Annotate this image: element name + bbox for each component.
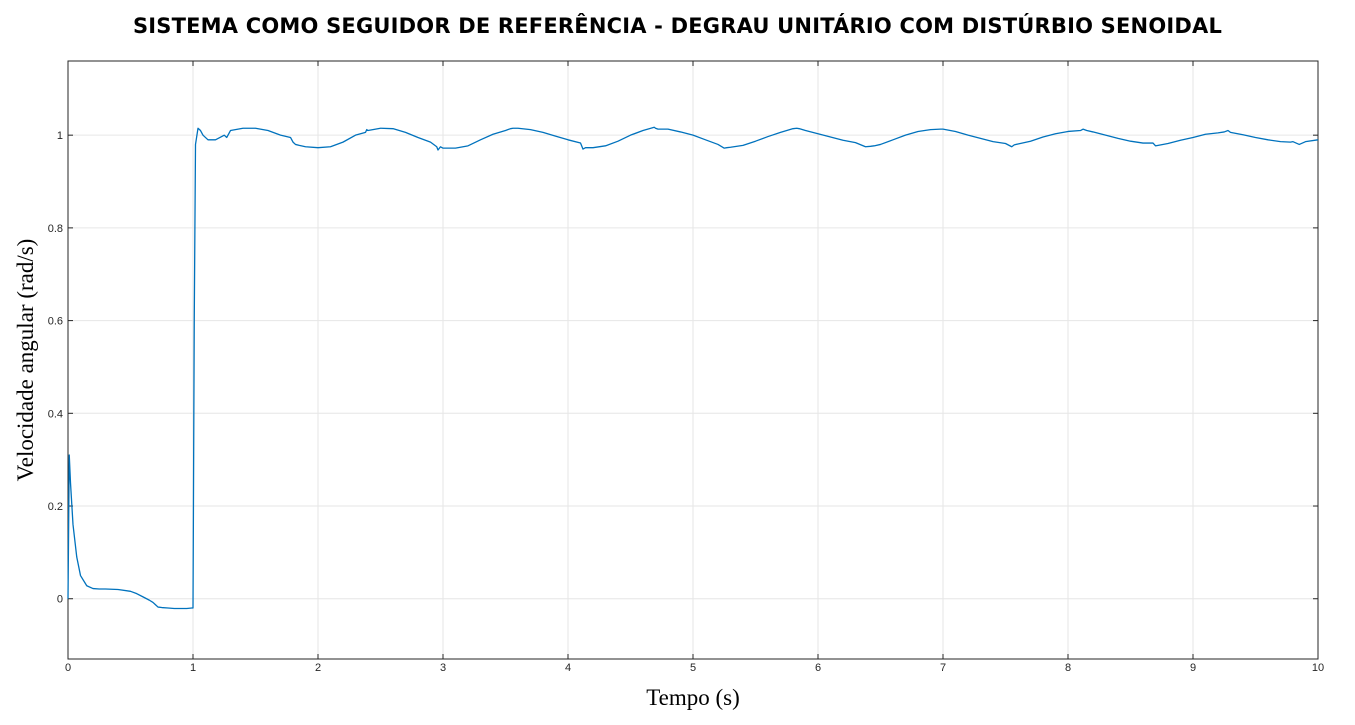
x-tick-label: 6 — [815, 662, 821, 674]
series-line — [67, 126, 1319, 610]
x-tick-label: 9 — [1190, 662, 1196, 674]
y-tick-label: 0.6 — [48, 316, 63, 328]
y-tick-label: 0.2 — [48, 501, 63, 513]
x-tick-label: 8 — [1065, 662, 1071, 674]
tick-marks — [67, 61, 1319, 659]
x-tick-label: 1 — [190, 662, 196, 674]
tick-labels: 0 1 2 3 4 5 6 7 8 9 10 0 0.2 0.4 0.6 0.8 1 — [48, 130, 1324, 674]
x-tick-label: 5 — [690, 662, 696, 674]
x-tick-label: 4 — [565, 662, 571, 674]
y-axis-label: Velocidade angular (rad/s) — [13, 239, 38, 482]
y-tick-label: 0.4 — [48, 408, 63, 420]
x-axis-label: Tempo (s) — [646, 685, 740, 710]
y-tick-label: 0 — [57, 594, 63, 606]
x-tick-label: 7 — [940, 662, 946, 674]
y-tick-label: 0.8 — [48, 223, 63, 235]
y-tick-label: 1 — [57, 130, 63, 142]
x-tick-label: 3 — [440, 662, 446, 674]
x-tick-label: 0 — [65, 662, 71, 674]
x-tick-label: 2 — [315, 662, 321, 674]
grid-lines — [67, 61, 1319, 659]
chart-title: SISTEMA COMO SEGUIDOR DE REFERÊNCIA - DE… — [132, 14, 1223, 38]
x-tick-label: 10 — [1312, 662, 1324, 674]
